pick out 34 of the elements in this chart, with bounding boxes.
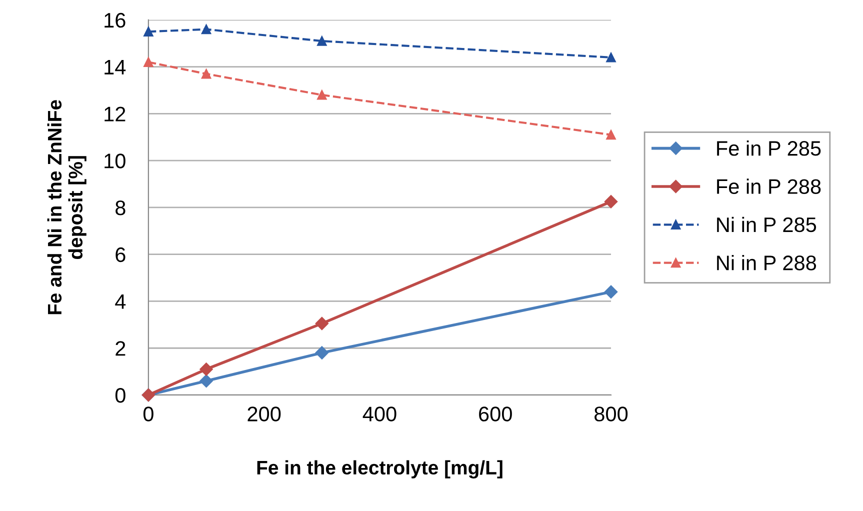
point: [606, 130, 616, 140]
y-tick-label: 14: [104, 60, 126, 74]
point: [144, 26, 154, 37]
y-tick-label: 0: [115, 388, 126, 403]
y-tick-label: 6: [116, 247, 126, 262]
x-tick-label: 800: [594, 406, 628, 422]
y-tick-label: 12: [104, 106, 126, 122]
y-tick-label: 10: [104, 154, 126, 168]
x-axis-title: Fe in the electrolyte [mg/L]: [257, 460, 502, 478]
legend-label: Ni in P 285: [717, 216, 816, 232]
point: [200, 374, 213, 388]
x-tick-label: 0: [143, 406, 154, 422]
legend-label: Fe in P 285: [717, 140, 821, 156]
point: [317, 36, 327, 46]
point: [317, 90, 327, 100]
point: [201, 24, 212, 34]
x-tick-label: 400: [362, 406, 396, 422]
point: [606, 52, 616, 62]
y-axis-title: Fe and Ni in the ZnNiFe deposit [%]: [47, 100, 86, 314]
point: [604, 195, 618, 208]
x-tick-label: 200: [248, 406, 281, 422]
y-tick-label: 8: [116, 200, 126, 216]
point: [604, 285, 618, 298]
point: [315, 316, 328, 330]
y-tick-label: 2: [116, 341, 126, 356]
x-tick-label: 600: [479, 406, 512, 422]
legend-label: Ni in P 288: [717, 255, 816, 270]
point: [200, 362, 213, 376]
y-tick-label: 4: [115, 294, 126, 309]
legend-label: Fe in P 288: [717, 178, 821, 194]
point: [144, 57, 154, 67]
y-tick-label: 16: [104, 12, 126, 28]
point: [315, 346, 328, 360]
point: [201, 68, 212, 79]
